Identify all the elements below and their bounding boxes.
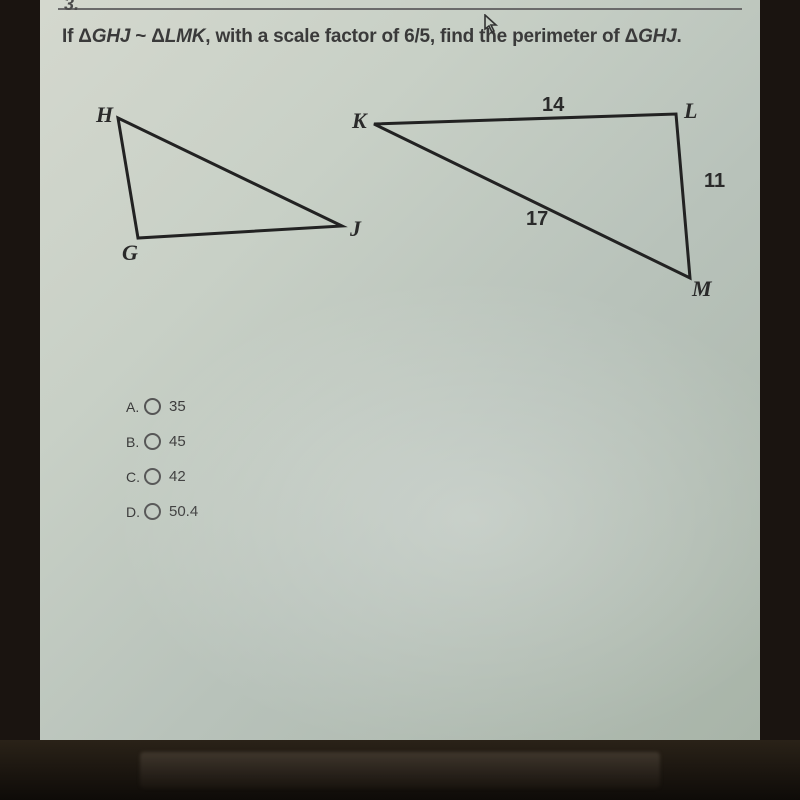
radio-icon[interactable] [144,398,161,415]
radio-icon[interactable] [144,503,161,520]
keyboard-reflection [140,752,660,788]
radio-icon[interactable] [144,433,161,450]
edge-KM-label: 17 [526,208,548,231]
answer-letter: D. [126,504,144,520]
vertex-M: M [692,276,712,302]
vertex-G: G [122,240,138,266]
triangles-svg [40,88,740,328]
divider [58,8,742,10]
answer-A[interactable]: A. 35 [126,398,760,415]
laptop-bezel [0,740,800,800]
answer-choices: A. 35 B. 45 C. 42 D. 50.4 [126,398,760,520]
answer-text: 50.4 [169,503,198,520]
vertex-L: L [684,98,697,124]
answer-text: 42 [169,468,186,485]
answer-text: 45 [169,433,186,450]
answer-B[interactable]: B. 45 [126,433,760,450]
worksheet-screen: 3. If ΔGHJ ~ ΔLMK, with a scale factor o… [40,0,760,740]
radio-icon[interactable] [144,468,161,485]
vertex-H: H [96,102,113,128]
vertex-K: K [352,108,367,134]
answer-letter: A. [126,399,144,415]
answer-text: 35 [169,398,186,415]
geometry-figure: H G J K L M 14 11 17 [40,88,740,328]
answer-D[interactable]: D. 50.4 [126,503,760,520]
answer-letter: B. [126,434,144,450]
edge-LM-label: 11 [704,170,725,193]
answer-letter: C. [126,469,144,485]
question-text: If ΔGHJ ~ ΔLMK, with a scale factor of 6… [62,26,738,48]
answer-C[interactable]: C. 42 [126,468,760,485]
edge-KL-label: 14 [542,94,564,117]
vertex-J: J [350,216,361,242]
question-number: 3. [64,0,79,15]
